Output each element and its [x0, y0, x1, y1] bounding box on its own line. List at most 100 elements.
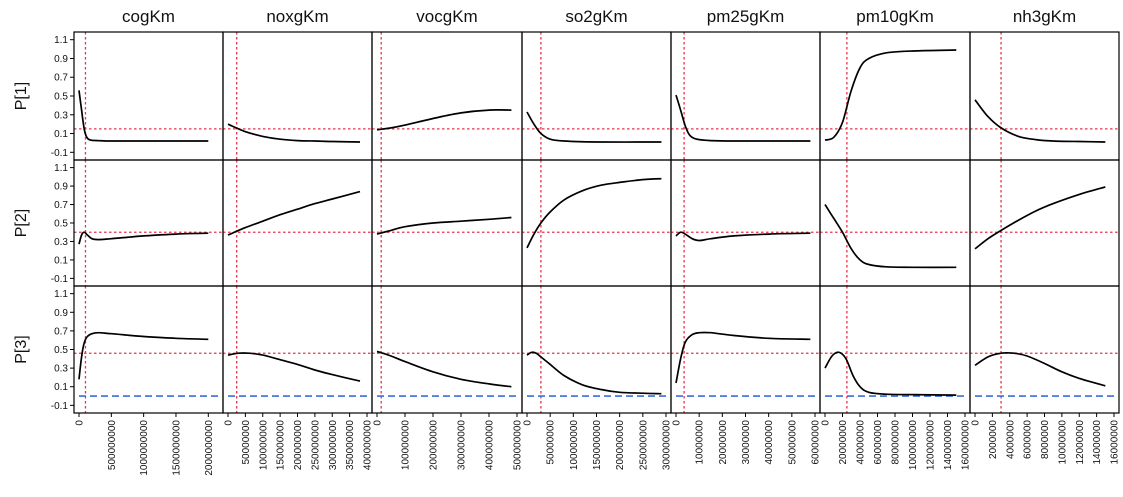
x-tick-label: 12000000	[1075, 420, 1086, 465]
y-tick-label: -0.1	[51, 401, 69, 412]
x-tick-label: 40000000	[856, 420, 867, 465]
y-tick-label: 0.5	[54, 92, 68, 103]
series-line-pm10gKm-P[1]	[824, 49, 957, 141]
x-tick-label: 300000000	[328, 420, 339, 470]
panel-frame	[371, 159, 523, 287]
panel-frame	[670, 159, 821, 287]
x-tick-label: 60000000	[811, 420, 822, 465]
series-line-noxgKm-P[3]	[227, 352, 361, 382]
x-tick-label: 200000000	[293, 420, 304, 470]
x-tick-label: 0	[672, 420, 683, 426]
column-title-so2gKm: so2gKm	[565, 7, 627, 26]
series-line-vocgKm-P[3]	[376, 350, 512, 388]
x-tick-label: 80000000	[891, 420, 902, 465]
y-tick-label: 0.7	[54, 326, 68, 337]
x-tick-label: 0	[971, 420, 982, 426]
x-tick-label: 100000000	[908, 420, 919, 470]
panel-frame	[371, 31, 523, 161]
y-tick-label: -0.1	[51, 274, 69, 285]
panel-frame	[670, 285, 821, 414]
x-tick-label: 2000000000	[204, 420, 215, 476]
y-tick-label: 1.1	[54, 35, 68, 46]
column-title-nh3gKm: nh3gKm	[1013, 7, 1076, 26]
series-line-pm10gKm-P[3]	[824, 351, 957, 396]
x-tick-label: 100000000	[258, 420, 269, 470]
x-tick-label: 350000000	[345, 420, 356, 470]
x-tick-label: 300000000	[662, 420, 673, 470]
x-tick-label: 1500000000	[171, 420, 182, 476]
x-tick-label: 100000000	[401, 420, 412, 470]
x-tick-label: 2000000	[988, 420, 999, 459]
panel-frame	[73, 285, 224, 414]
series-line-noxgKm-P[1]	[227, 123, 361, 143]
column-title-pm10gKm: pm10gKm	[856, 7, 933, 26]
panel-frame	[969, 159, 1120, 287]
series-line-nh3gKm-P[1]	[974, 99, 1106, 143]
series-line-so2gKm-P[3]	[526, 351, 662, 395]
x-tick-label: 0	[224, 420, 235, 426]
x-tick-label: 250000000	[638, 420, 649, 470]
x-tick-label: 6000000	[1023, 420, 1034, 459]
x-tick-label: 10000000	[695, 420, 706, 465]
x-tick-label: 20000000	[718, 420, 729, 465]
y-tick-label: 1.1	[54, 289, 68, 300]
x-tick-label: 400000000	[363, 420, 374, 470]
panel-frame	[521, 31, 672, 161]
x-tick-label: 10000000	[1057, 420, 1068, 465]
series-line-cogKm-P[2]	[78, 231, 209, 245]
column-title-pm25gKm: pm25gKm	[707, 7, 784, 26]
y-tick-label: 0.7	[54, 73, 68, 84]
x-tick-label: 160000000	[961, 420, 972, 470]
y-tick-label: 0.9	[54, 182, 68, 193]
x-tick-label: 200000000	[429, 420, 440, 470]
y-tick-label: 0.7	[54, 200, 68, 211]
series-line-nh3gKm-P[3]	[974, 351, 1106, 387]
series-line-vocgKm-P[2]	[376, 216, 512, 235]
x-tick-label: 20000000	[838, 420, 849, 465]
y-tick-label: 0.3	[54, 237, 68, 248]
series-line-so2gKm-P[2]	[526, 177, 662, 249]
x-tick-label: 0	[821, 420, 832, 426]
x-tick-label: 100000000	[569, 420, 580, 470]
x-tick-label: 0	[523, 420, 534, 426]
x-tick-label: 16000000	[1110, 420, 1121, 465]
x-tick-label: 120000000	[926, 420, 937, 470]
series-line-cogKm-P[3]	[78, 331, 209, 380]
x-tick-label: 250000000	[310, 420, 321, 470]
x-tick-label: 14000000	[1092, 420, 1103, 465]
series-line-pm25gKm-P[2]	[675, 231, 811, 242]
x-tick-label: 50000000	[241, 420, 252, 465]
x-tick-label: 500000000	[107, 420, 118, 470]
x-tick-label: 300000000	[457, 420, 468, 470]
y-tick-label: 0.5	[54, 345, 68, 356]
x-tick-label: 30000000	[741, 420, 752, 465]
series-line-cogKm-P[1]	[78, 90, 209, 142]
x-tick-label: 500000000	[513, 420, 524, 470]
x-tick-label: 150000000	[592, 420, 603, 470]
row-label-0: P[1]	[13, 82, 30, 110]
x-tick-label: 4000000	[1005, 420, 1016, 459]
series-line-noxgKm-P[2]	[227, 190, 361, 236]
y-tick-label: 0.9	[54, 54, 68, 65]
x-tick-label: 400000000	[485, 420, 496, 470]
column-title-cogKm: cogKm	[122, 7, 175, 26]
series-line-pm10gKm-P[2]	[824, 204, 957, 269]
panel-frame	[222, 159, 373, 287]
x-tick-label: 60000000	[873, 420, 884, 465]
column-title-noxgKm: noxgKm	[266, 7, 328, 26]
series-line-nh3gKm-P[2]	[974, 186, 1106, 250]
y-tick-label: 0.1	[54, 382, 68, 393]
panel-frame	[222, 285, 373, 414]
y-tick-label: 1.1	[54, 163, 68, 174]
x-tick-label: 40000000	[764, 420, 775, 465]
y-tick-label: 0.9	[54, 308, 68, 319]
x-tick-label: 150000000	[276, 420, 287, 470]
y-tick-label: 0.3	[54, 110, 68, 121]
x-tick-label: 8000000	[1040, 420, 1051, 459]
series-line-pm25gKm-P[1]	[675, 94, 811, 142]
x-tick-label: 1000000000	[139, 420, 150, 476]
x-tick-label: 50000000	[546, 420, 557, 465]
x-tick-label: 0	[75, 420, 86, 426]
panel-frame	[73, 159, 224, 287]
